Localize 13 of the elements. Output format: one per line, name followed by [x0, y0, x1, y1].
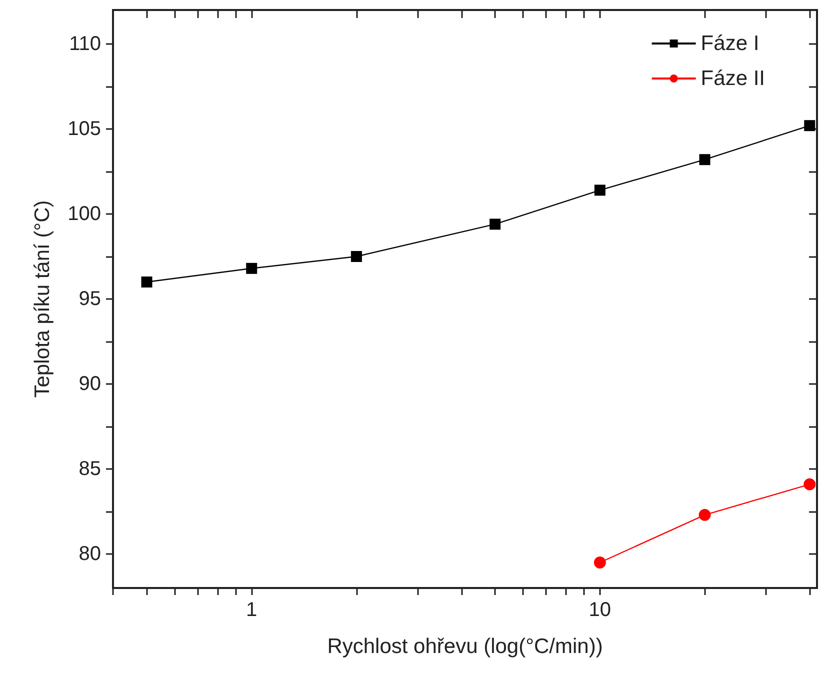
y-tick-label: 100: [68, 203, 101, 225]
legend-label: Fáze II: [700, 67, 766, 90]
legend-label: Fáze I: [700, 32, 760, 55]
y-tick-label: 105: [68, 118, 101, 140]
y-tick-label: 95: [78, 288, 101, 310]
y-axis-title: Teplota píku tání (°C): [31, 200, 54, 398]
y-tick-label: 85: [78, 458, 101, 480]
y-tick-label: 110: [69, 33, 101, 55]
x-tick-label: 1: [246, 599, 258, 621]
x-axis-title: Rychlost ohřevu (log(°C/min)): [327, 635, 603, 658]
y-tick-label: 90: [78, 373, 101, 395]
x-tick-label: 10: [588, 599, 612, 621]
y-tick-label: 80: [78, 543, 101, 565]
